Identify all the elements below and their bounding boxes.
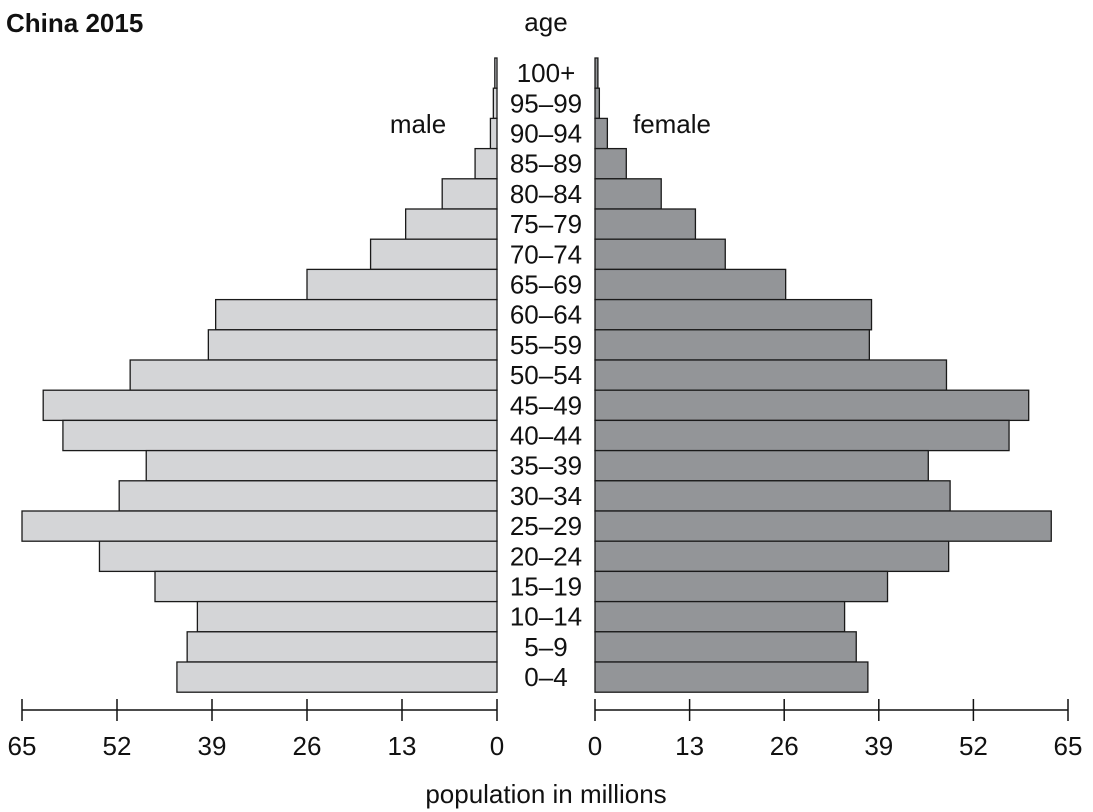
female-x-tick-label: 0 [588, 731, 602, 761]
female-bar [594, 540, 950, 573]
age-group-label: 75–79 [510, 209, 582, 239]
male-bar [207, 329, 498, 361]
male-x-tick-label: 52 [103, 731, 132, 761]
age-group-label: 95–99 [510, 88, 582, 118]
x-axis-title: population in millions [425, 779, 666, 809]
age-group-label: 70–74 [510, 239, 582, 269]
age-group-label: 100+ [517, 58, 576, 88]
age-group-label: 30–34 [510, 481, 582, 511]
female-bar [594, 631, 857, 663]
male-bar [186, 631, 498, 663]
age-group-label: 25–29 [510, 511, 582, 541]
age-group-label: 65–69 [510, 270, 582, 300]
female-bar [594, 449, 929, 482]
female-bar [594, 117, 609, 150]
male-bar [474, 147, 498, 180]
age-group-label: 0–4 [524, 662, 567, 692]
female-bar [594, 389, 1030, 422]
x-axes: 0 0 13 13 26 26 39 39 52 52 65 65 [8, 699, 1083, 761]
female-series-label: female [633, 109, 711, 139]
male-bar [196, 600, 498, 633]
age-group-label: 5–9 [524, 632, 567, 662]
age-group-label: 45–49 [510, 390, 582, 420]
age-labels: 100+95–9990–9485–8980–8475–7970–7465–696… [510, 58, 582, 692]
female-bar [594, 238, 726, 271]
age-group-label: 90–94 [510, 119, 582, 149]
male-bar [98, 540, 498, 573]
age-group-label: 80–84 [510, 179, 582, 209]
age-group-label: 35–39 [510, 451, 582, 481]
female-bar [594, 87, 601, 120]
age-group-label: 40–44 [510, 421, 582, 451]
age-group-label: 10–14 [510, 602, 582, 632]
male-bar [154, 570, 498, 603]
male-bar [369, 238, 498, 271]
female-bar [594, 419, 1010, 452]
male-bar [306, 268, 498, 301]
chart-title: China 2015 [6, 8, 144, 38]
male-bar [494, 57, 498, 89]
male-x-tick-label: 0 [490, 731, 504, 761]
female-bar [594, 178, 662, 210]
male-bars [21, 57, 498, 693]
male-bar [42, 389, 498, 422]
age-group-label: 60–64 [510, 300, 582, 330]
male-bar [118, 480, 498, 512]
female-x-tick-label: 52 [959, 731, 988, 761]
female-bar [594, 329, 870, 361]
age-group-label: 55–59 [510, 330, 582, 360]
female-bar [594, 570, 889, 603]
female-bar [594, 298, 873, 331]
female-bar [594, 661, 869, 693]
age-group-label: 15–19 [510, 572, 582, 602]
male-bar [176, 661, 498, 693]
male-bar [62, 419, 498, 452]
male-bar [215, 298, 498, 331]
female-bar [594, 208, 697, 240]
age-group-label: 85–89 [510, 149, 582, 179]
male-x-tick-label: 65 [8, 731, 37, 761]
male-x-tick-label: 39 [198, 731, 227, 761]
male-bar [145, 449, 498, 482]
female-x-tick-label: 13 [675, 731, 704, 761]
female-x-tick-label: 39 [864, 731, 893, 761]
female-bar [594, 57, 599, 89]
female-bar [594, 147, 627, 180]
female-bar [594, 600, 846, 633]
male-series-label: male [390, 109, 446, 139]
male-x-tick-label: 26 [293, 731, 322, 761]
male-bar [129, 359, 498, 391]
age-axis-title: age [524, 7, 567, 37]
male-bar [492, 87, 498, 120]
female-bar [594, 480, 951, 512]
female-bar [594, 268, 787, 301]
age-group-label: 20–24 [510, 541, 582, 571]
female-bar [594, 510, 1052, 542]
female-bar [594, 359, 948, 391]
age-group-label: 50–54 [510, 360, 582, 390]
male-bar [21, 510, 498, 542]
male-x-tick-label: 13 [388, 731, 417, 761]
female-x-tick-label: 26 [770, 731, 799, 761]
male-bar [441, 178, 498, 210]
male-bar [405, 208, 498, 240]
female-bars [594, 57, 1052, 693]
female-x-tick-label: 65 [1054, 731, 1083, 761]
male-bar [489, 117, 498, 150]
